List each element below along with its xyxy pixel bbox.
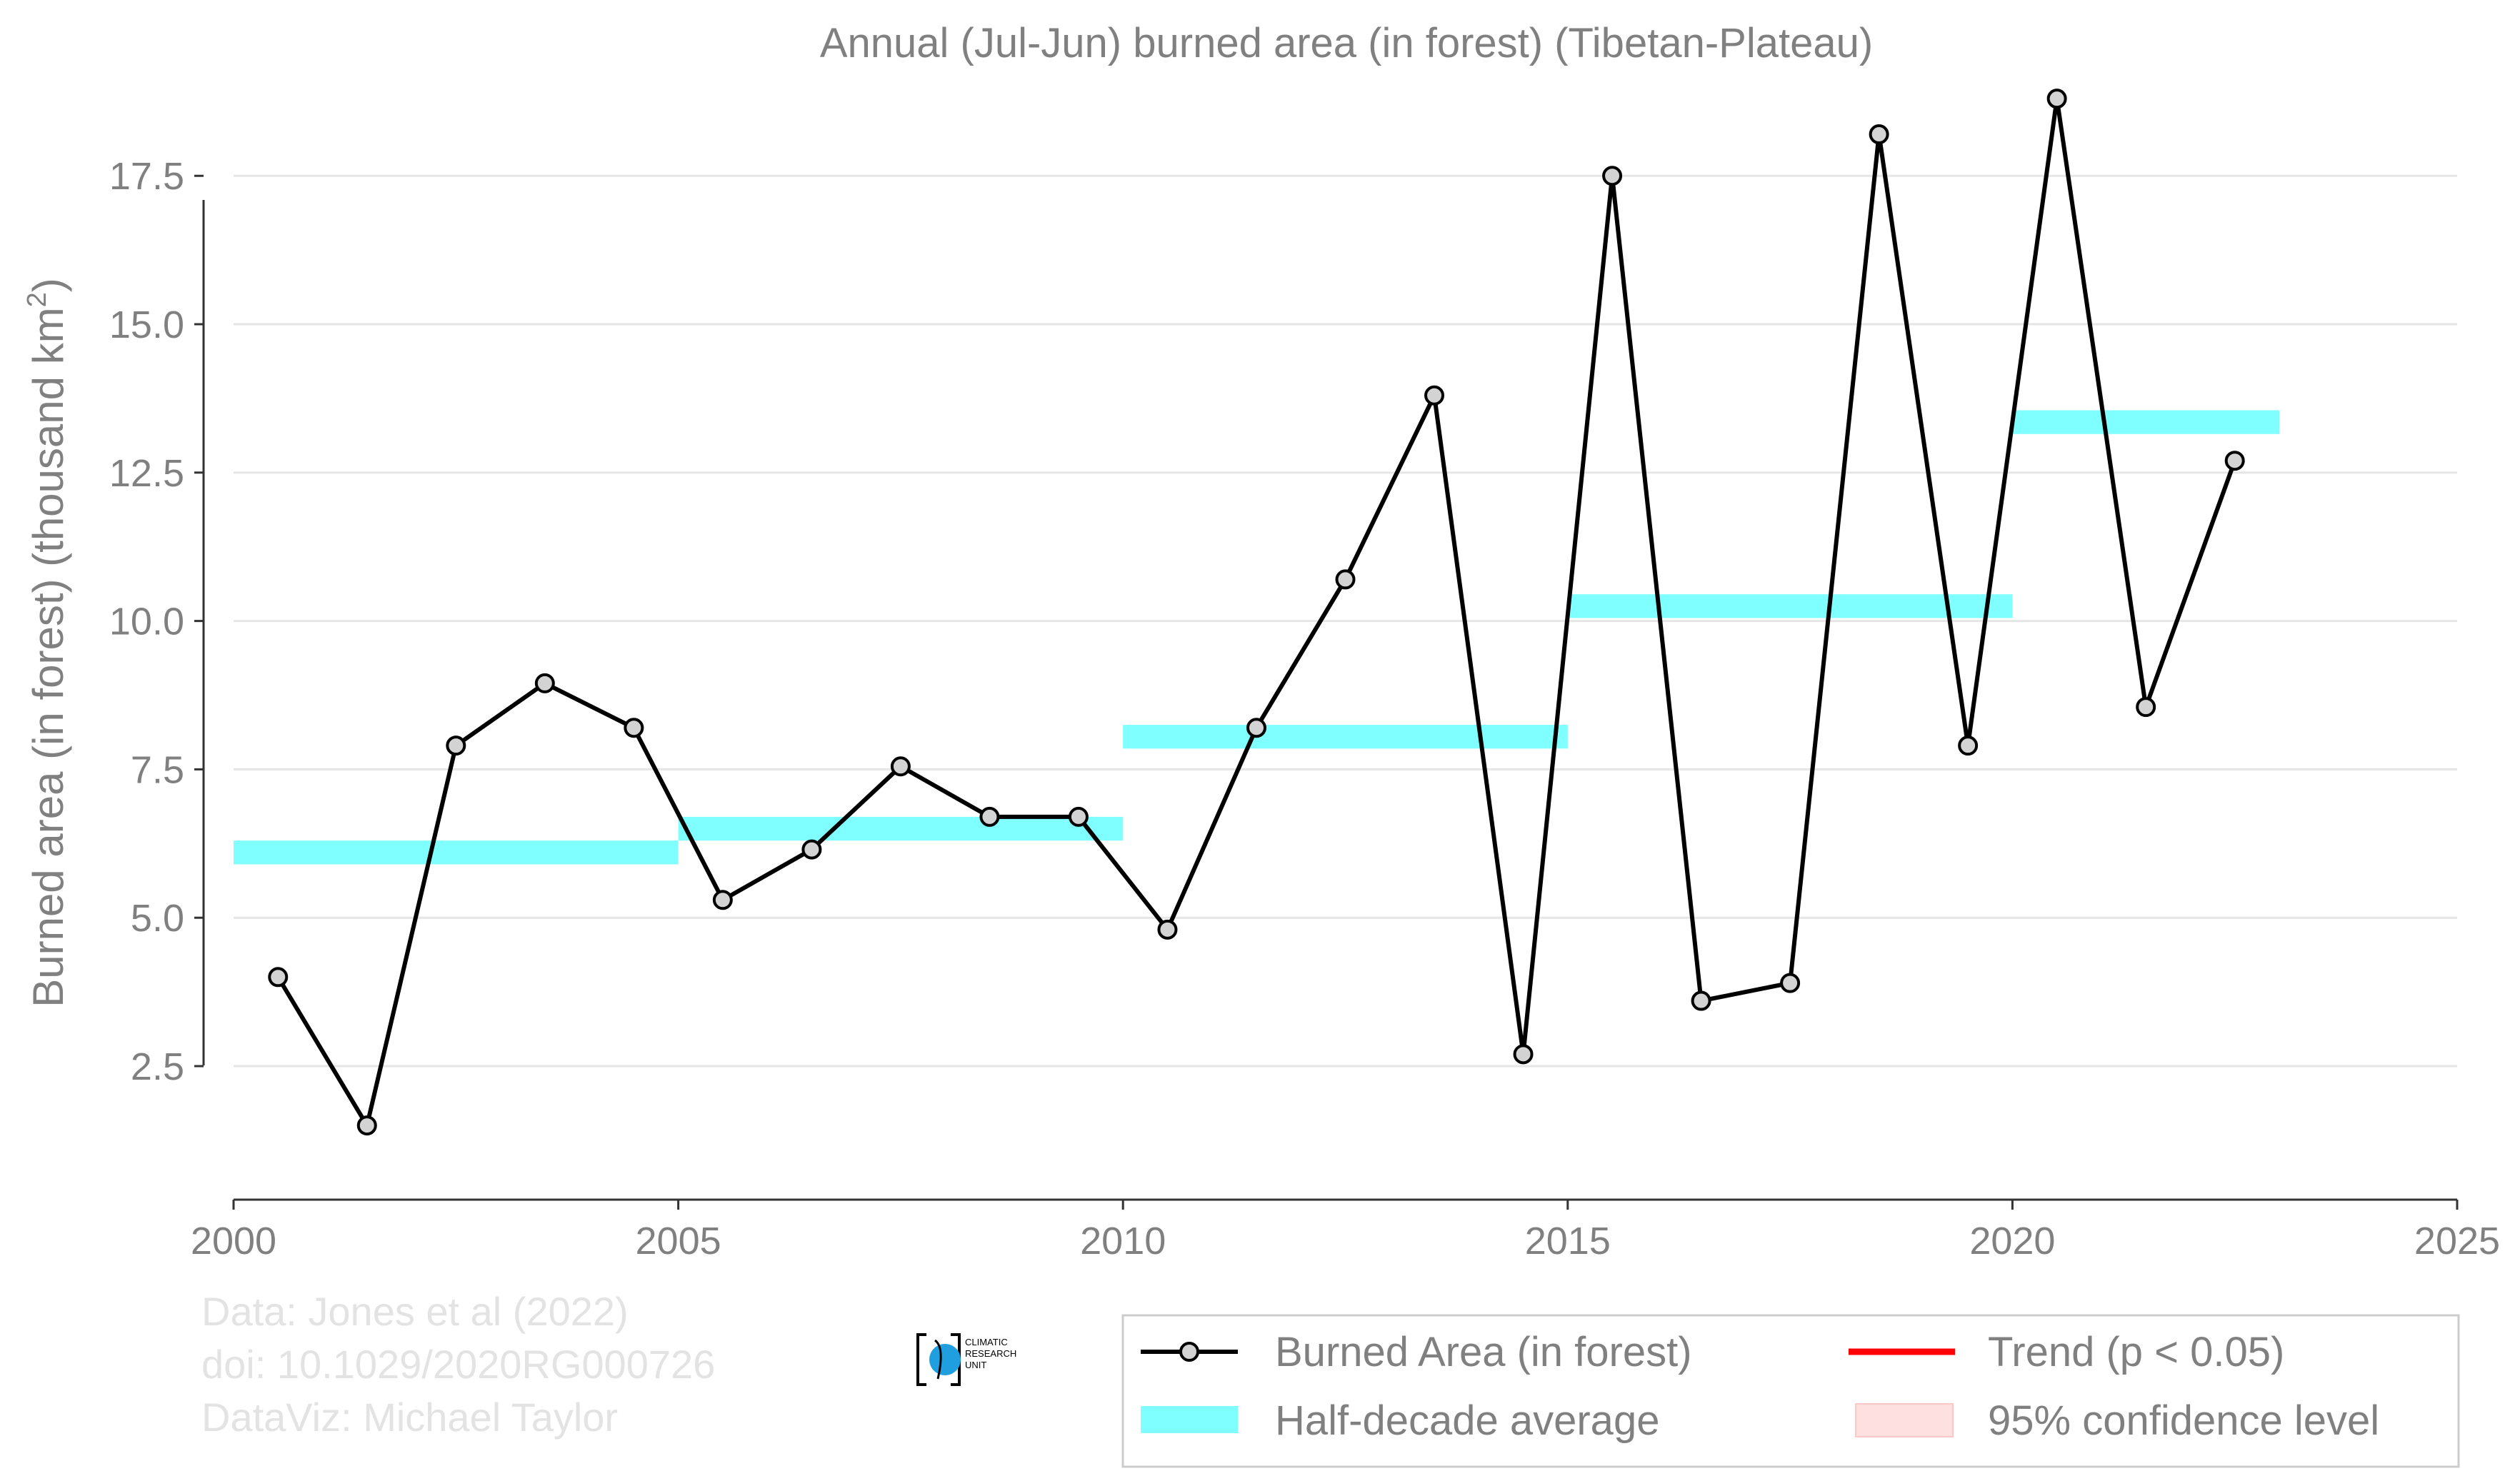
logo-line-3: UNIT <box>965 1360 986 1370</box>
credit-line-3: DataViz: Michael Taylor <box>201 1395 618 1440</box>
legend-label-confidence: 95% confidence level <box>1988 1397 2379 1444</box>
credit-line-2: doi: 10.1029/2020RG000726 <box>201 1342 715 1387</box>
data-point <box>801 839 822 860</box>
x-axis-ticks: 2000 2005 2010 2015 2020 2025 <box>191 1200 2500 1262</box>
legend-item-trend: Trend (p < 0.05) <box>1849 1329 2284 1375</box>
logo-line-1: CLIMATIC <box>965 1337 1008 1347</box>
x-tick-label: 2010 <box>1080 1220 1166 1262</box>
half-decade-band <box>1567 594 2013 618</box>
data-point <box>712 890 733 910</box>
half-decade-band <box>234 840 679 865</box>
data-point <box>1424 385 1445 406</box>
data-point <box>356 1115 377 1136</box>
data-point <box>979 806 1000 827</box>
chart-title: Annual (Jul-Jun) burned area (in forest)… <box>820 20 1873 66</box>
y-tick-label: 15.0 <box>109 303 184 346</box>
x-tick-label: 2020 <box>1969 1220 2055 1262</box>
data-point <box>1068 806 1089 827</box>
data-point <box>1246 718 1266 738</box>
logo-line-2: RESEARCH <box>965 1348 1016 1359</box>
legend-label-half-decade: Half-decade average <box>1275 1397 1659 1444</box>
x-tick-label: 2005 <box>636 1220 721 1262</box>
y-tick-label: 5.0 <box>131 897 184 940</box>
data-point <box>1157 919 1178 940</box>
data-point <box>2136 697 2156 718</box>
y-axis-ticks: 2.5 5.0 7.5 10.0 12.5 15.0 17.5 <box>109 155 204 1088</box>
y-tick-label: 2.5 <box>131 1045 184 1088</box>
legend-marker-swatch <box>1179 1342 1199 1362</box>
y-axis-label: Burned area (in forest) (thousand km2) <box>22 278 72 1008</box>
legend-item-confidence: 95% confidence level <box>1855 1397 2379 1444</box>
y-tick-label: 7.5 <box>131 748 184 791</box>
data-point <box>1602 166 1623 186</box>
y-tick-label: 17.5 <box>109 155 184 198</box>
data-point <box>624 718 644 738</box>
credits: Data: Jones et al (2022) doi: 10.1029/20… <box>201 1289 715 1440</box>
half-decade-band <box>2012 410 2279 434</box>
data-point <box>2224 451 2245 471</box>
data-point <box>446 736 466 756</box>
data-point <box>268 967 289 988</box>
half-decade-band <box>1123 725 1568 749</box>
half-decade-bands <box>234 410 2279 865</box>
data-point <box>1780 973 1801 993</box>
data-point <box>534 673 555 693</box>
logo-globe-icon <box>929 1344 961 1375</box>
y-axis-label-close: ) <box>24 278 72 292</box>
legend-band-swatch <box>1141 1406 1238 1433</box>
y-axis-label-superscript: 2 <box>22 292 52 307</box>
climatic-research-unit-logo: CLIMATIC RESEARCH UNIT <box>916 1333 1016 1386</box>
y-tick-label: 12.5 <box>109 452 184 495</box>
data-point <box>1691 990 1711 1011</box>
x-tick-label: 2025 <box>2414 1220 2500 1262</box>
data-point <box>1958 736 1979 756</box>
y-tick-label: 10.0 <box>109 601 184 643</box>
credit-line-1: Data: Jones et al (2022) <box>201 1289 629 1334</box>
data-point <box>2046 89 2067 109</box>
data-point <box>1513 1044 1534 1065</box>
legend-box <box>1121 1314 2460 1468</box>
legend-label-burned-area: Burned Area (in forest) <box>1275 1329 1692 1375</box>
x-tick-label: 2015 <box>1525 1220 1611 1262</box>
legend-item-burned-area: Burned Area (in forest) <box>1141 1329 1692 1375</box>
data-point <box>1869 124 1889 145</box>
legend-item-half-decade: Half-decade average <box>1141 1397 1659 1444</box>
data-point <box>890 756 911 777</box>
y-axis-label-main: Burned area (in forest) (thousand km <box>24 307 72 1007</box>
logo-swoosh <box>934 1339 942 1380</box>
gridlines <box>234 174 2457 1068</box>
x-tick-label: 2000 <box>191 1220 276 1262</box>
legend-label-trend: Trend (p < 0.05) <box>1988 1329 2284 1375</box>
burned-area-series <box>268 89 2245 1136</box>
legend-confidence-swatch <box>1855 1403 1954 1437</box>
logo-bracket-left <box>916 1333 926 1386</box>
data-point <box>1335 569 1356 590</box>
half-decade-band <box>678 816 1124 841</box>
legend: Burned Area (in forest) Trend (p < 0.05)… <box>1121 1314 2460 1468</box>
